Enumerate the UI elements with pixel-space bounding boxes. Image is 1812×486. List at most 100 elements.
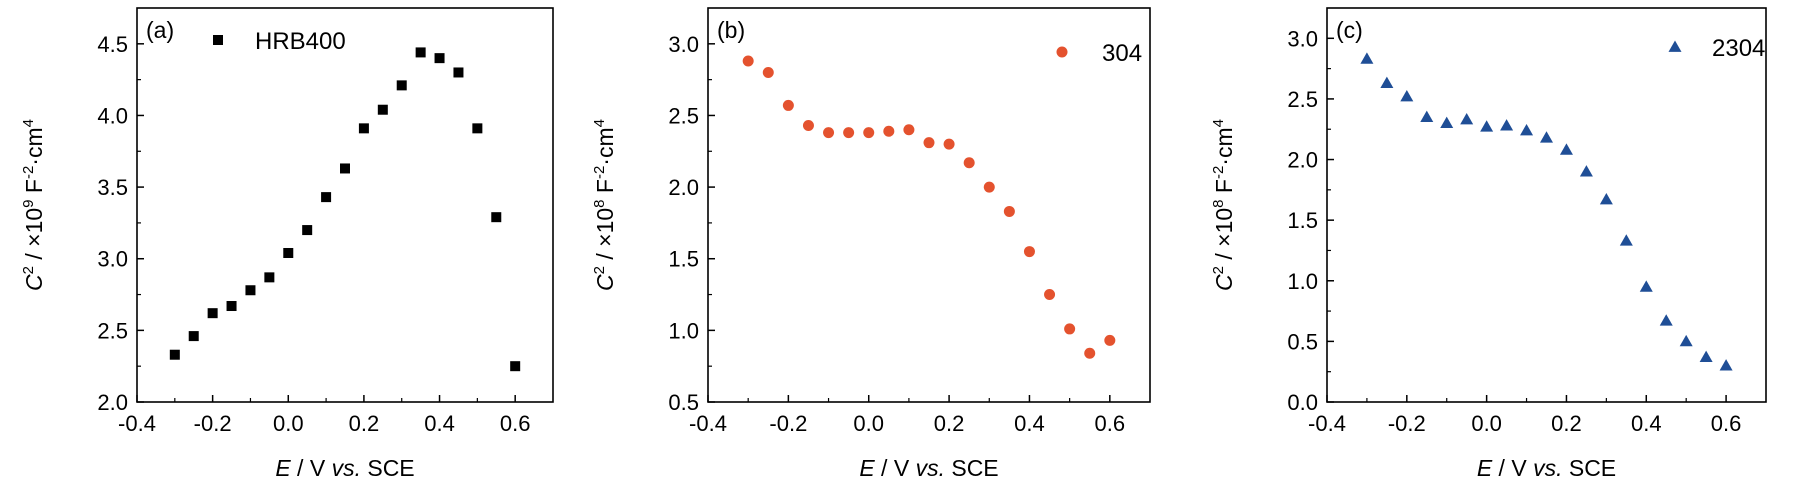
x-tick-label: -0.2 xyxy=(194,411,232,436)
y-tick-label: 2.0 xyxy=(668,175,699,200)
panel-1: -0.4 -0.2 0.0 0.2 0.4 0.6 0.5 1.0 1.5 2.0 2.5 3.0 (b… xyxy=(591,7,1151,481)
data-point xyxy=(1044,289,1056,301)
data-point xyxy=(843,127,855,139)
data-point xyxy=(1064,323,1076,335)
data-point xyxy=(377,104,388,115)
legend-label: 304 xyxy=(1102,40,1142,67)
legend: HRB400 xyxy=(213,28,346,55)
legend-label: 2304 xyxy=(1712,35,1765,62)
y-tick-label: 3.0 xyxy=(1287,26,1318,51)
data-point xyxy=(923,137,935,149)
y-tick-label: 1.0 xyxy=(668,318,699,343)
x-tick-label: 0.2 xyxy=(1551,411,1582,436)
legend-marker xyxy=(213,35,223,45)
data-point xyxy=(1520,123,1534,136)
data-point xyxy=(1420,110,1434,122)
data-point xyxy=(1400,89,1414,102)
x-tick-label: 0.6 xyxy=(1095,411,1126,436)
data-point xyxy=(207,308,218,319)
data-point xyxy=(415,47,426,58)
x-tick-label: -0.2 xyxy=(769,411,807,436)
data-point xyxy=(1104,334,1116,346)
y-tick-label: 2.5 xyxy=(97,318,128,343)
data-point xyxy=(1003,205,1015,217)
y-tick-label: 2.0 xyxy=(97,390,128,415)
x-tick-label: -0.4 xyxy=(118,411,156,436)
data-point xyxy=(1639,280,1653,292)
legend-marker xyxy=(1056,46,1068,58)
y-tick-label: 4.5 xyxy=(97,32,128,57)
data-point xyxy=(264,272,275,283)
y-tick-label: 2.5 xyxy=(1287,87,1318,112)
x-tick-label: 0.4 xyxy=(424,411,455,436)
y-axis-title: C2 / ×108 F-2·cm4 xyxy=(591,119,618,291)
legend: 2304 xyxy=(1668,35,1765,62)
x-tick-label: 0.0 xyxy=(273,411,304,436)
data-point xyxy=(226,301,237,312)
data-point xyxy=(823,127,835,139)
data-point xyxy=(883,125,895,137)
x-tick-label: 0.6 xyxy=(1711,411,1742,436)
y-tick-label: 0.0 xyxy=(1287,390,1318,415)
data-point xyxy=(1084,347,1096,359)
data-point xyxy=(903,124,915,136)
panel-2: -0.4 -0.2 0.0 0.2 0.4 0.6 0.0 0.5 1.0 1.5 2.0 2.5 3.… xyxy=(1210,7,1767,481)
data-point xyxy=(1599,193,1613,205)
y-tick-label: 1.5 xyxy=(1287,208,1318,233)
data-point xyxy=(1480,120,1494,132)
data-point xyxy=(1440,116,1454,129)
y-tick-label: 3.5 xyxy=(97,175,128,200)
data-point xyxy=(510,361,521,372)
y-tick-label: 4.0 xyxy=(97,103,128,128)
data-point xyxy=(1500,119,1514,131)
data-point xyxy=(802,119,814,131)
data-point xyxy=(358,123,369,134)
plot-frame xyxy=(707,7,1151,403)
data-point xyxy=(983,181,995,193)
y-axis-title: C2 / ×108 F-2·cm4 xyxy=(1210,119,1237,291)
data-point xyxy=(453,67,464,78)
data-point xyxy=(1540,131,1553,143)
data-point xyxy=(1380,76,1394,89)
x-axis-title: E / V vs. SCE xyxy=(275,455,414,481)
y-tick-label: 2.5 xyxy=(668,103,699,128)
x-tick-label: -0.2 xyxy=(1388,411,1426,436)
data-point xyxy=(963,157,975,169)
x-tick-label: -0.4 xyxy=(689,411,727,436)
data-point xyxy=(396,80,407,91)
data-point xyxy=(1023,246,1035,258)
series-HRB400 xyxy=(169,47,521,372)
data-point xyxy=(1679,334,1693,347)
y-tick-label: 3.0 xyxy=(668,32,699,57)
panel-0: -0.4 -0.2 0.0 0.2 0.4 0.6 2.0 2.5 3.0 3.5 4.0 4.5 (a… xyxy=(20,7,554,481)
data-point xyxy=(340,163,350,174)
x-tick-label: 0.4 xyxy=(1631,411,1662,436)
data-point xyxy=(1659,314,1673,326)
data-point xyxy=(1719,359,1733,371)
data-point xyxy=(762,66,774,78)
y-tick-label: 3.0 xyxy=(97,247,128,272)
y-axis-title: C2 / ×109 F-2·cm4 xyxy=(20,119,47,291)
data-point xyxy=(1460,113,1474,125)
y-tick-label: 0.5 xyxy=(1287,329,1318,354)
data-point xyxy=(245,285,256,296)
x-tick-label: 0.0 xyxy=(853,411,884,436)
data-point xyxy=(1579,165,1593,177)
x-tick-label: 0.0 xyxy=(1471,411,1502,436)
data-point xyxy=(1699,350,1713,363)
data-point xyxy=(302,225,313,236)
y-tick-label: 1.0 xyxy=(1287,269,1318,294)
data-point xyxy=(169,349,180,360)
plot-frame xyxy=(1326,7,1767,403)
data-point xyxy=(742,55,754,67)
x-tick-label: -0.4 xyxy=(1308,411,1346,436)
x-tick-label: 0.2 xyxy=(934,411,965,436)
legend-marker xyxy=(1668,40,1682,52)
data-point xyxy=(1559,143,1573,155)
legend-label: HRB400 xyxy=(255,28,346,55)
y-tick-label: 1.5 xyxy=(668,247,699,272)
data-point xyxy=(434,53,445,64)
legend: 304 xyxy=(1056,40,1142,67)
x-tick-label: 0.4 xyxy=(1014,411,1045,436)
